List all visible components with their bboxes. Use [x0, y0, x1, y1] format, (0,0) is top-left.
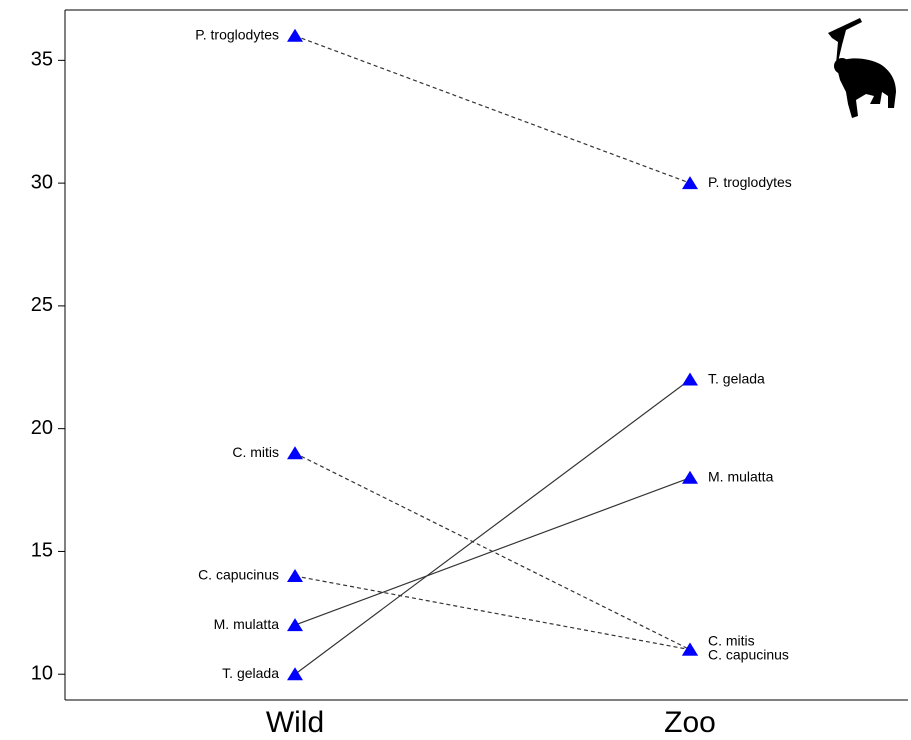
point-label: M. mulatta: [708, 468, 774, 484]
chart: 10 15 20 25 30 35 Wild Zoo P. troglodytes P. trog…: [0, 0, 911, 740]
point-label: C. capucinus: [198, 567, 279, 583]
y-tick-label: 35: [31, 49, 53, 71]
marker: [682, 176, 698, 189]
marker: [682, 471, 698, 484]
marker: [287, 618, 303, 631]
y-tick-label: 10: [31, 662, 53, 684]
y-tick-label: 15: [31, 540, 53, 562]
point-label: C. capucinus: [708, 646, 789, 662]
marker: [682, 373, 698, 386]
point-label: P. troglodytes: [195, 26, 279, 42]
point-label: T. gelada: [708, 370, 765, 386]
point-label: C. mitis: [232, 444, 279, 460]
point-label: P. troglodytes: [708, 174, 792, 190]
slope-line: [295, 36, 690, 183]
point-label: M. mulatta: [214, 616, 280, 632]
slope-line: [295, 576, 690, 650]
marker: [287, 569, 303, 582]
marker: [682, 643, 698, 656]
marker: [287, 667, 303, 680]
y-tick-label: 25: [31, 294, 53, 316]
marker: [287, 446, 303, 459]
point-label: T. gelada: [222, 665, 279, 681]
y-tick-label: 20: [31, 417, 53, 439]
slope-line: [295, 478, 690, 625]
marker: [287, 29, 303, 42]
slope-line: [295, 380, 690, 675]
y-tick-label: 30: [31, 171, 53, 193]
x-tick-label: Zoo: [664, 706, 716, 739]
monkey-icon: [828, 18, 896, 118]
x-tick-label: Wild: [266, 706, 324, 739]
